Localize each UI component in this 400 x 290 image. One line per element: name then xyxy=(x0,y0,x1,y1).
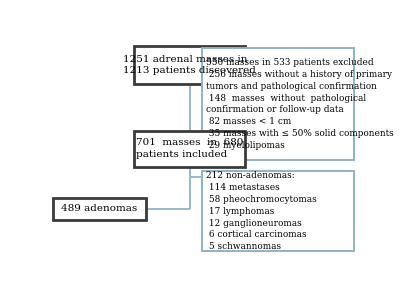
FancyBboxPatch shape xyxy=(134,131,245,166)
FancyBboxPatch shape xyxy=(134,46,245,84)
Text: 1251 adrenal masses in
1213 patients discovered: 1251 adrenal masses in 1213 patients dis… xyxy=(123,55,256,75)
Text: 701  masses  in  680
patients included: 701 masses in 680 patients included xyxy=(136,138,243,159)
Text: 489 adenomas: 489 adenomas xyxy=(62,204,138,213)
Text: 212 non-adenomas:
 114 metastases
 58 pheochromocytomas
 17 lymphomas
 12 gangli: 212 non-adenomas: 114 metastases 58 pheo… xyxy=(206,171,316,251)
Text: 550 masses in 533 patients excluded
 256 masses without a history of primary
tum: 550 masses in 533 patients excluded 256 … xyxy=(206,58,393,150)
FancyBboxPatch shape xyxy=(202,171,354,251)
FancyBboxPatch shape xyxy=(53,198,146,220)
FancyBboxPatch shape xyxy=(202,48,354,160)
